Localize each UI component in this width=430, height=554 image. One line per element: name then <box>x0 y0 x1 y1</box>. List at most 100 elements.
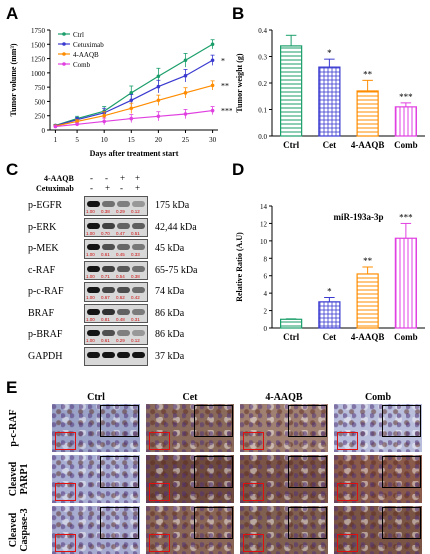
ihc-tissue-image <box>240 455 328 503</box>
zoom-region-box <box>243 482 265 501</box>
y-tick-label: 0.2 <box>258 80 267 88</box>
zoom-inset-box <box>288 405 327 437</box>
y-tick-label: 0 <box>264 325 268 333</box>
ihc-tissue-image <box>52 455 140 503</box>
data-point <box>210 42 215 47</box>
bar-4-aaqb <box>356 273 379 329</box>
significance-mark: *** <box>399 212 413 222</box>
band-quantification: 0.71 <box>101 273 110 279</box>
molecular-weight-label: 45 kDa <box>155 243 185 254</box>
zoom-region-box <box>149 533 171 552</box>
band-quantification: 1.00 <box>86 252 95 257</box>
band-quantification: 1.00 <box>86 316 95 322</box>
bar-4-aaqb <box>356 90 379 137</box>
protein-band <box>87 201 100 207</box>
x-tick-label: 1 <box>54 136 58 144</box>
zoom-region-box <box>243 533 265 552</box>
treatment-label: Cetuximab <box>36 184 74 193</box>
x-tick-label: Comb <box>394 140 418 150</box>
protein-band <box>132 201 145 207</box>
treatment-mark: + <box>120 173 126 183</box>
data-point <box>183 112 188 116</box>
band-quantification: 1.00 <box>86 273 95 279</box>
ihc-tissue-image <box>52 404 140 452</box>
legend-marker <box>62 32 66 36</box>
band-quantification: 0.33 <box>131 252 140 257</box>
bar-comb <box>394 237 417 329</box>
legend-marker <box>62 62 66 66</box>
ihc-tissue-image <box>334 455 422 503</box>
zoom-inset-box <box>288 456 327 488</box>
band-quantification: 0.38 <box>131 273 140 279</box>
blot-strip: 1.00 0.61 0.45 0.33 <box>84 239 148 259</box>
band-quantification: 1.00 <box>86 338 95 343</box>
band-quantification: 0.38 <box>101 209 110 214</box>
band-quantification: 0.29 <box>116 209 125 214</box>
protein-band <box>117 265 130 272</box>
ihc-column-header: Ctrl <box>87 392 105 403</box>
ihc-column-header: Comb <box>364 392 392 403</box>
zoom-inset-box <box>194 405 233 437</box>
ihc-tissue-image <box>240 404 328 452</box>
protein-label: p-MEK <box>28 243 59 254</box>
bar-ctrl <box>280 45 303 137</box>
panel-label-c: C <box>6 160 19 179</box>
y-tick-label: 500 <box>35 98 46 106</box>
y-tick-label: 14 <box>260 203 268 211</box>
panel-label-b: B <box>232 4 245 23</box>
chart-title: miR-193a-3p <box>334 212 384 222</box>
zoom-region-box <box>55 482 77 501</box>
treatment-mark: + <box>135 173 141 183</box>
data-point <box>210 108 215 113</box>
protein-band <box>102 330 115 336</box>
ihc-tissue-image <box>146 506 234 554</box>
protein-band <box>132 244 145 250</box>
tumor-weight-bar-chart: 0.0 0.1 0.2 0.3 0.4 Ctrl Cet * 4-AAQB ** Comb *** Tu… <box>235 27 425 150</box>
y-tick-label: 4 <box>264 290 268 298</box>
blot-strip: 1.00 0.67 0.62 0.42 <box>84 282 148 302</box>
protein-band <box>132 351 145 358</box>
ihc-image-grid: Ctrl Cet 4-AAQB Comb p-c-RAF Cleaved PARP1 Clea… <box>0 392 430 554</box>
data-point <box>210 83 215 88</box>
zoom-inset-box <box>194 456 233 488</box>
zoom-inset-box <box>194 507 233 539</box>
bar-cet <box>318 66 341 137</box>
protein-label: GAPDH <box>28 350 63 362</box>
protein-band <box>87 244 100 250</box>
zoom-inset-box <box>382 507 421 539</box>
molecular-weight-label: 175 kDa <box>155 200 190 211</box>
significance-mark: ** <box>363 69 373 79</box>
zoom-inset-box <box>100 507 139 539</box>
band-quantification: 0.51 <box>131 230 140 236</box>
ihc-row-label-line1: Cleaved <box>8 512 19 548</box>
zoom-inset-box <box>100 456 139 488</box>
band-quantification: 1.00 <box>86 295 95 300</box>
zoom-region-box <box>55 431 77 450</box>
zoom-inset-box <box>100 405 139 437</box>
protein-band <box>102 351 115 358</box>
protein-band <box>117 330 130 336</box>
zoom-region-box <box>337 482 359 501</box>
data-point <box>102 113 106 118</box>
protein-band <box>117 222 130 229</box>
y-tick-label: 750 <box>35 84 46 92</box>
ihc-tissue-image <box>334 404 422 452</box>
y-tick-label: 1250 <box>31 56 46 64</box>
western-blot-panel: 4-AAQB - - + + Cetuximab - + - + p-EGFR 1.00 0.38 0.2… <box>0 172 232 372</box>
data-point <box>210 58 215 63</box>
significance-mark: ** <box>363 256 373 266</box>
data-point <box>53 124 58 129</box>
x-tick-label: Cet <box>323 140 337 150</box>
y-tick-label: 0 <box>42 127 46 135</box>
x-axis-label: Days after treatment start <box>90 149 179 158</box>
legend-label: Ctrl <box>73 31 84 39</box>
x-tick-label: 4-AAQB <box>351 332 385 342</box>
data-point <box>156 84 161 89</box>
band-quantification: 0.62 <box>116 295 125 300</box>
ihc-row-label: Cleaved Caspase-3 <box>8 506 48 554</box>
legend-label: Cetuximab <box>73 41 104 49</box>
legend-label: 4-AAQB <box>73 51 99 59</box>
protein-label: BRAF <box>28 307 55 319</box>
protein-label: p-BRAF <box>28 329 63 340</box>
y-tick-label: 1500 <box>31 41 46 49</box>
